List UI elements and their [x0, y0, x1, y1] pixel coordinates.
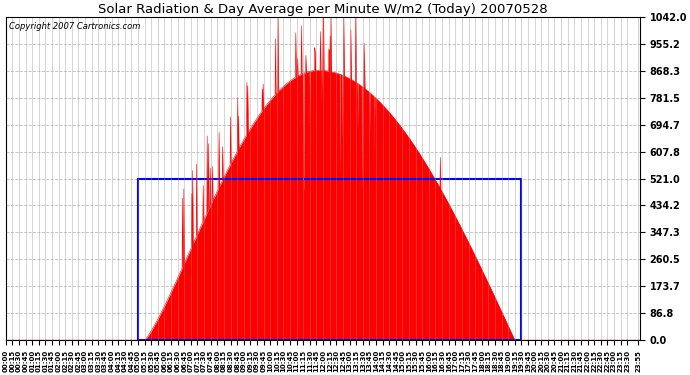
- Title: Solar Radiation & Day Average per Minute W/m2 (Today) 20070528: Solar Radiation & Day Average per Minute…: [98, 3, 548, 16]
- Bar: [138, 178, 522, 340]
- Text: Copyright 2007 Cartronics.com: Copyright 2007 Cartronics.com: [9, 22, 140, 31]
